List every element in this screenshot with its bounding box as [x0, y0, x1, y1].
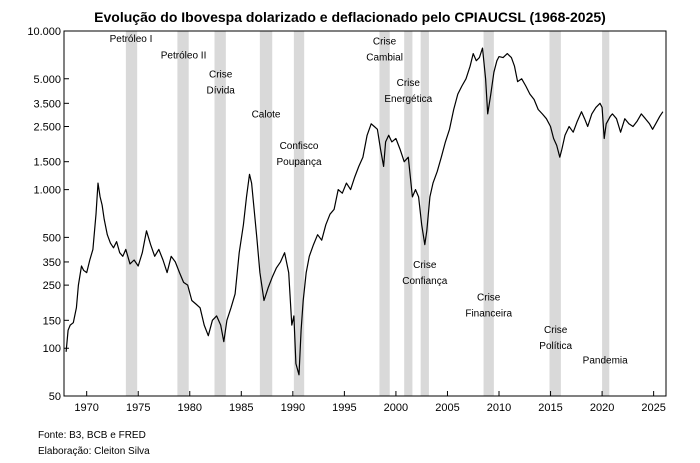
y-tick-label: 5.000	[33, 74, 61, 86]
y-tick-label: 500	[43, 232, 61, 244]
x-tick-label: 1980	[178, 402, 202, 414]
crisis-annotation: Confisco Poupança	[277, 141, 322, 168]
crisis-band	[404, 31, 413, 396]
crisis-annotation: Petróleo I	[110, 34, 153, 45]
y-tick-label: 100	[43, 343, 61, 355]
chart-title: Evolução do Ibovespa dolarizado e deflac…	[94, 9, 606, 25]
crisis-band	[379, 31, 390, 396]
crisis-annotation: Crise Política	[539, 325, 572, 352]
y-tick-label: 2.500	[33, 122, 61, 134]
series-layer	[65, 47, 664, 376]
y-tick-label: 50	[49, 391, 61, 403]
crisis-annotation: Petróleo II	[161, 51, 207, 62]
x-tick-label: 2020	[590, 402, 614, 414]
crisis-band	[259, 31, 273, 396]
x-tick-label: 1990	[281, 402, 305, 414]
crisis-annotation: Crise Financeira	[465, 292, 512, 319]
y-tick-label: 350	[43, 257, 61, 269]
y-tick-label: 150	[43, 315, 61, 327]
x-tick-label: 2025	[641, 402, 665, 414]
crisis-bands	[125, 31, 610, 396]
crisis-annotation: Calote	[252, 109, 281, 120]
crisis-band	[602, 31, 610, 396]
y-tick-label: 3.500	[33, 98, 61, 110]
x-tick-label: 2015	[538, 402, 562, 414]
crisis-annotation: Crise Cambial	[366, 37, 403, 64]
plot-frame	[63, 30, 667, 397]
footer-credit: Elaboração: Cleiton Silva	[38, 446, 150, 457]
crisis-annotation: Crise Energética	[384, 78, 432, 105]
crisis-band	[483, 31, 494, 396]
y-tick-label: 10.000	[27, 26, 61, 38]
x-tick-label: 1975	[126, 402, 150, 414]
ibovespa-series-line	[65, 47, 664, 376]
x-tick-label: 2010	[487, 402, 511, 414]
footer-source: Fonte: B3, BCB e FRED	[38, 430, 146, 441]
crisis-annotation: Pandemia	[583, 356, 628, 367]
crisis-band	[293, 31, 305, 396]
axis-ticks: 10.000 5.000 3.500 2.500 1.500 1.000 500 350 250…	[27, 26, 666, 414]
y-tick-label: 250	[43, 280, 61, 292]
crisis-band	[214, 31, 226, 396]
crisis-annotation: Crise Dívida	[207, 69, 236, 96]
crisis-band	[125, 31, 138, 396]
x-tick-label: 1970	[74, 402, 98, 414]
crisis-band	[177, 31, 189, 396]
y-tick-label: 1.000	[33, 185, 61, 197]
x-tick-label: 1995	[332, 402, 356, 414]
x-tick-label: 2005	[435, 402, 459, 414]
crisis-annotation: Crise Confiança	[402, 260, 447, 287]
crisis-band	[420, 31, 429, 396]
crisis-band	[549, 31, 561, 396]
y-tick-label: 1.500	[33, 157, 61, 169]
x-tick-label: 2000	[384, 402, 408, 414]
x-tick-label: 1985	[229, 402, 253, 414]
